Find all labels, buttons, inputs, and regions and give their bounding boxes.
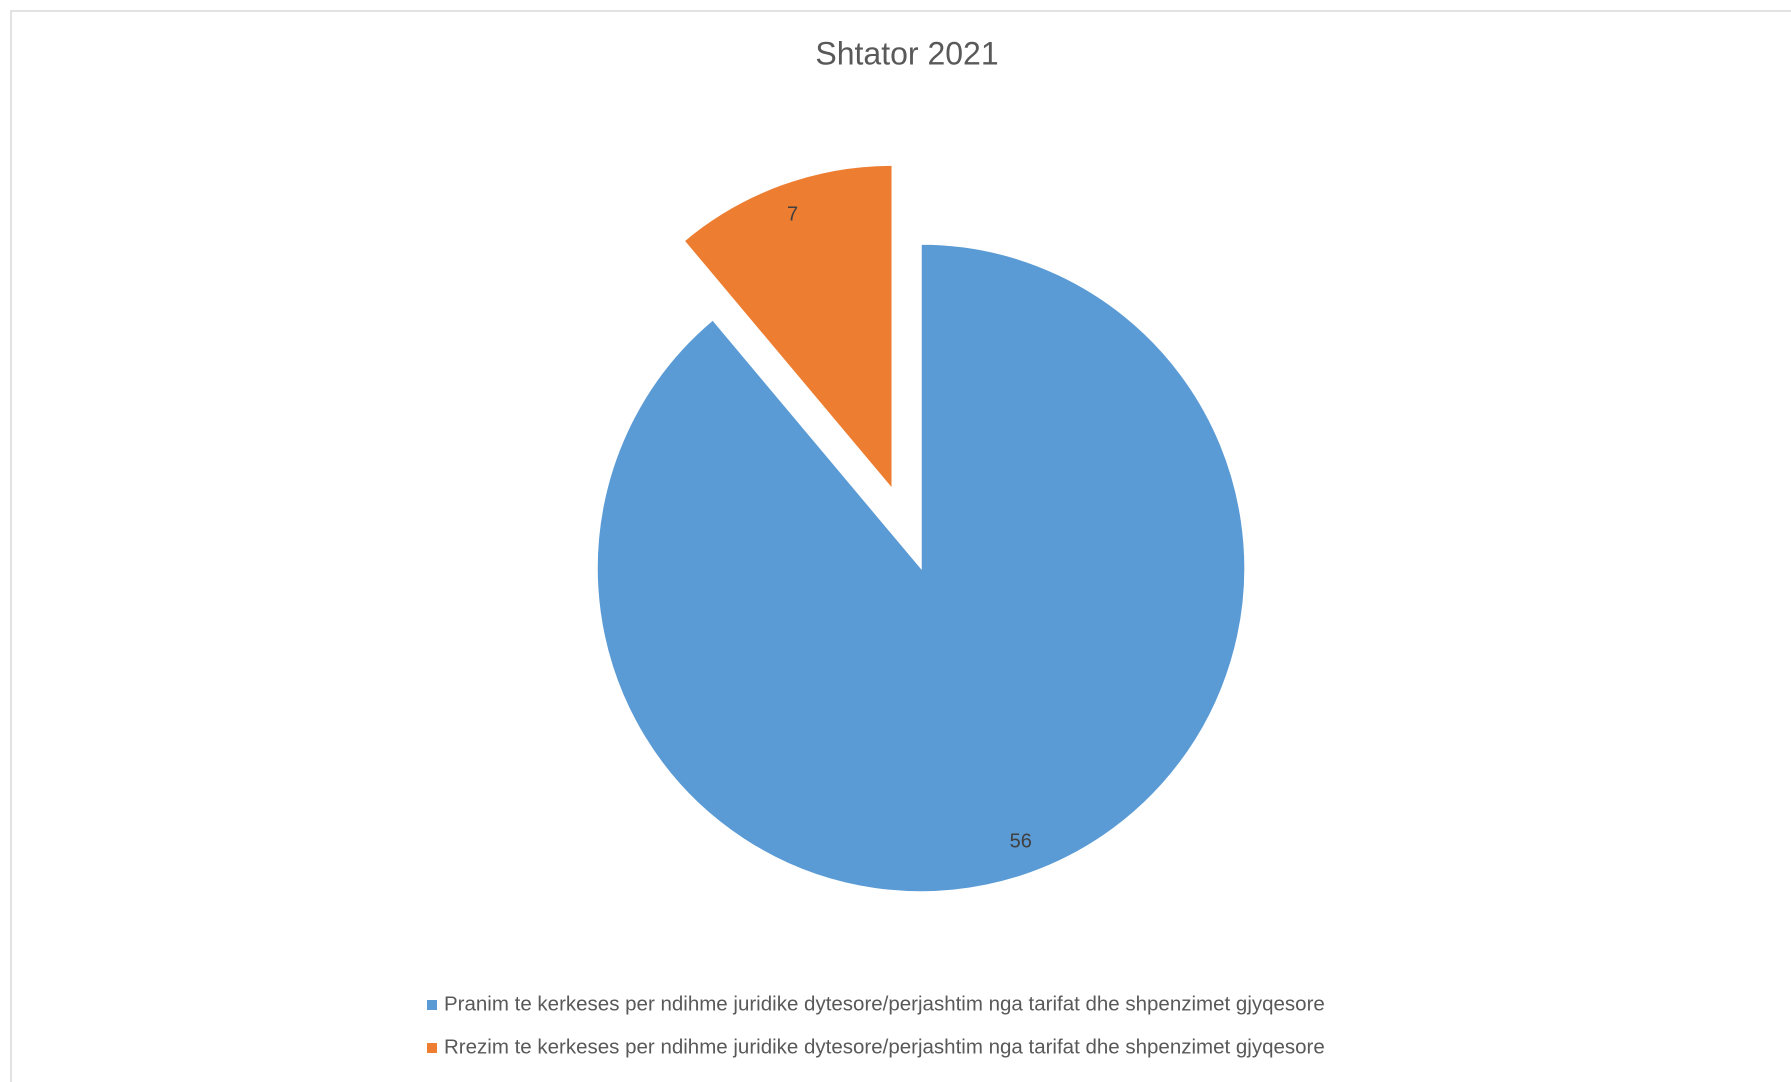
data-label: 7 — [787, 203, 798, 225]
legend-swatch — [427, 1000, 437, 1010]
data-label: 56 — [1010, 830, 1032, 852]
pie-slice — [682, 164, 894, 492]
chart-title: Shtator 2021 — [815, 35, 998, 71]
legend-label: Pranim te kerkeses per ndihme juridike d… — [444, 992, 1325, 1015]
legend-label: Rrezim te kerkeses per ndihme juridike d… — [444, 1035, 1325, 1058]
pie-slice — [596, 243, 1246, 893]
legend-swatch — [427, 1043, 437, 1053]
